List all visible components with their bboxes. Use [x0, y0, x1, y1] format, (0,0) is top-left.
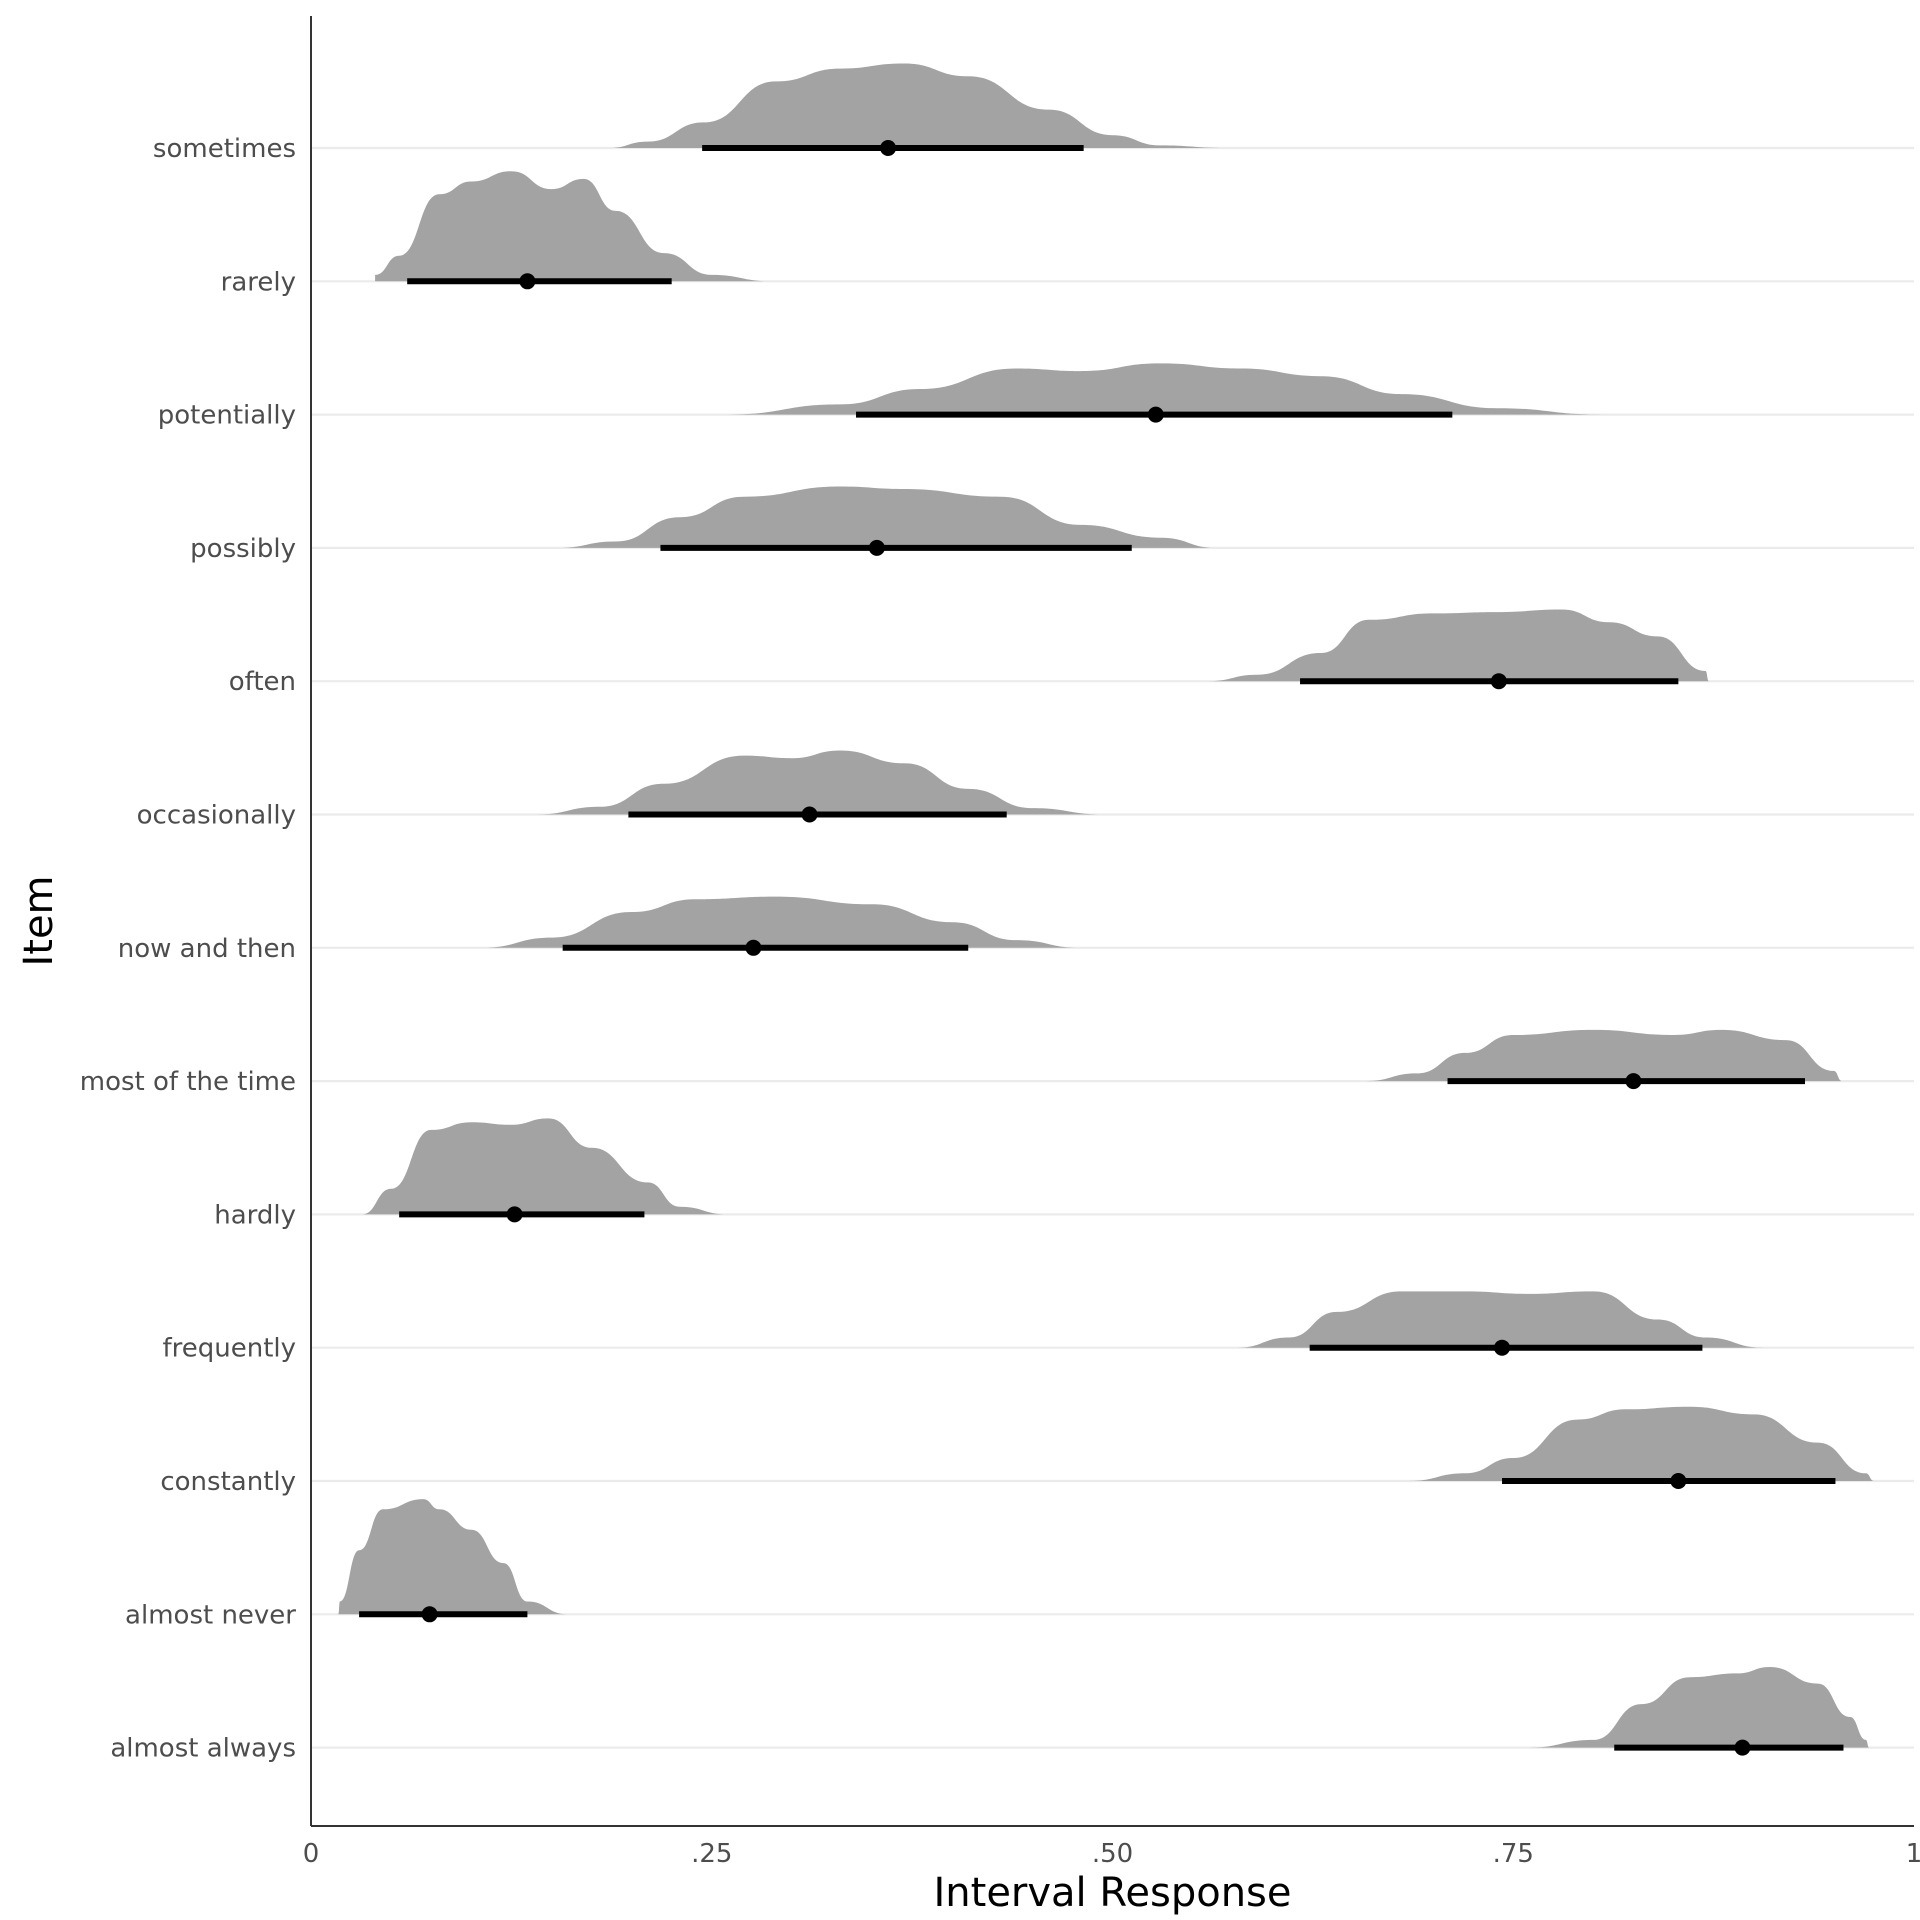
point-rarely [519, 273, 536, 290]
density-now-and-then [482, 896, 1081, 948]
point-constantly [1670, 1473, 1687, 1489]
y-axis-title: Item [16, 875, 62, 966]
point-often [1490, 673, 1507, 690]
point-frequently [1494, 1339, 1511, 1356]
y-tick-label-occasionally: occasionally [137, 801, 296, 831]
y-tick-label-constantly: constantly [160, 1467, 296, 1497]
x-tick-labels: 0 .25 .50 .75 1 [303, 1839, 1920, 1869]
point-possibly [868, 539, 885, 556]
density-potentially [727, 363, 1602, 415]
point-sometimes [880, 140, 897, 156]
y-tick-label-sometimes: sometimes [153, 134, 296, 164]
x-tick-label: .25 [691, 1839, 732, 1869]
y-tick-label-almost-never: almost never [125, 1600, 296, 1630]
x-axis-title: Interval Response [933, 1870, 1291, 1916]
density-most-of-the-time [1365, 1029, 1842, 1082]
density-possibly [557, 486, 1217, 548]
point-occasionally [801, 806, 818, 823]
x-tick-label: .75 [1493, 1839, 1534, 1869]
point-estimates [421, 140, 1751, 1756]
density-shapes [338, 63, 1874, 1748]
y-tick-labels: sometimes rarely potentially possibly often o… [80, 134, 297, 1764]
density-sometimes [609, 63, 1225, 148]
y-tick-label-hardly: hardly [214, 1200, 296, 1230]
y-tick-label-frequently: frequently [162, 1334, 296, 1364]
point-potentially [1147, 406, 1164, 423]
point-hardly [506, 1206, 523, 1223]
point-almost-never [421, 1606, 438, 1623]
density-frequently [1237, 1291, 1764, 1348]
y-tick-label-often: often [229, 667, 296, 697]
y-tick-label-potentially: potentially [158, 401, 296, 431]
point-almost-always [1734, 1739, 1751, 1756]
y-tick-label-now-and-then: now and then [118, 934, 296, 964]
x-tick-label: .50 [1092, 1839, 1133, 1869]
density-rarely [375, 171, 772, 282]
y-tick-label-possibly: possibly [190, 534, 296, 564]
x-tick-label: 0 [303, 1839, 320, 1869]
y-tick-label-almost-always: almost always [110, 1734, 296, 1764]
density-hardly [362, 1118, 728, 1215]
density-often [1208, 609, 1709, 682]
y-tick-label-most-of-the-time: most of the time [80, 1067, 296, 1097]
density-constantly [1409, 1406, 1874, 1481]
y-tick-label-rarely: rarely [221, 267, 296, 297]
point-now-and-then [745, 939, 762, 956]
density-almost-never [338, 1499, 568, 1615]
density-almost-always [1529, 1667, 1870, 1748]
x-tick-label: 1 [1906, 1839, 1920, 1869]
point-most-of-the-time [1625, 1073, 1642, 1090]
density-occasionally [537, 750, 1105, 815]
